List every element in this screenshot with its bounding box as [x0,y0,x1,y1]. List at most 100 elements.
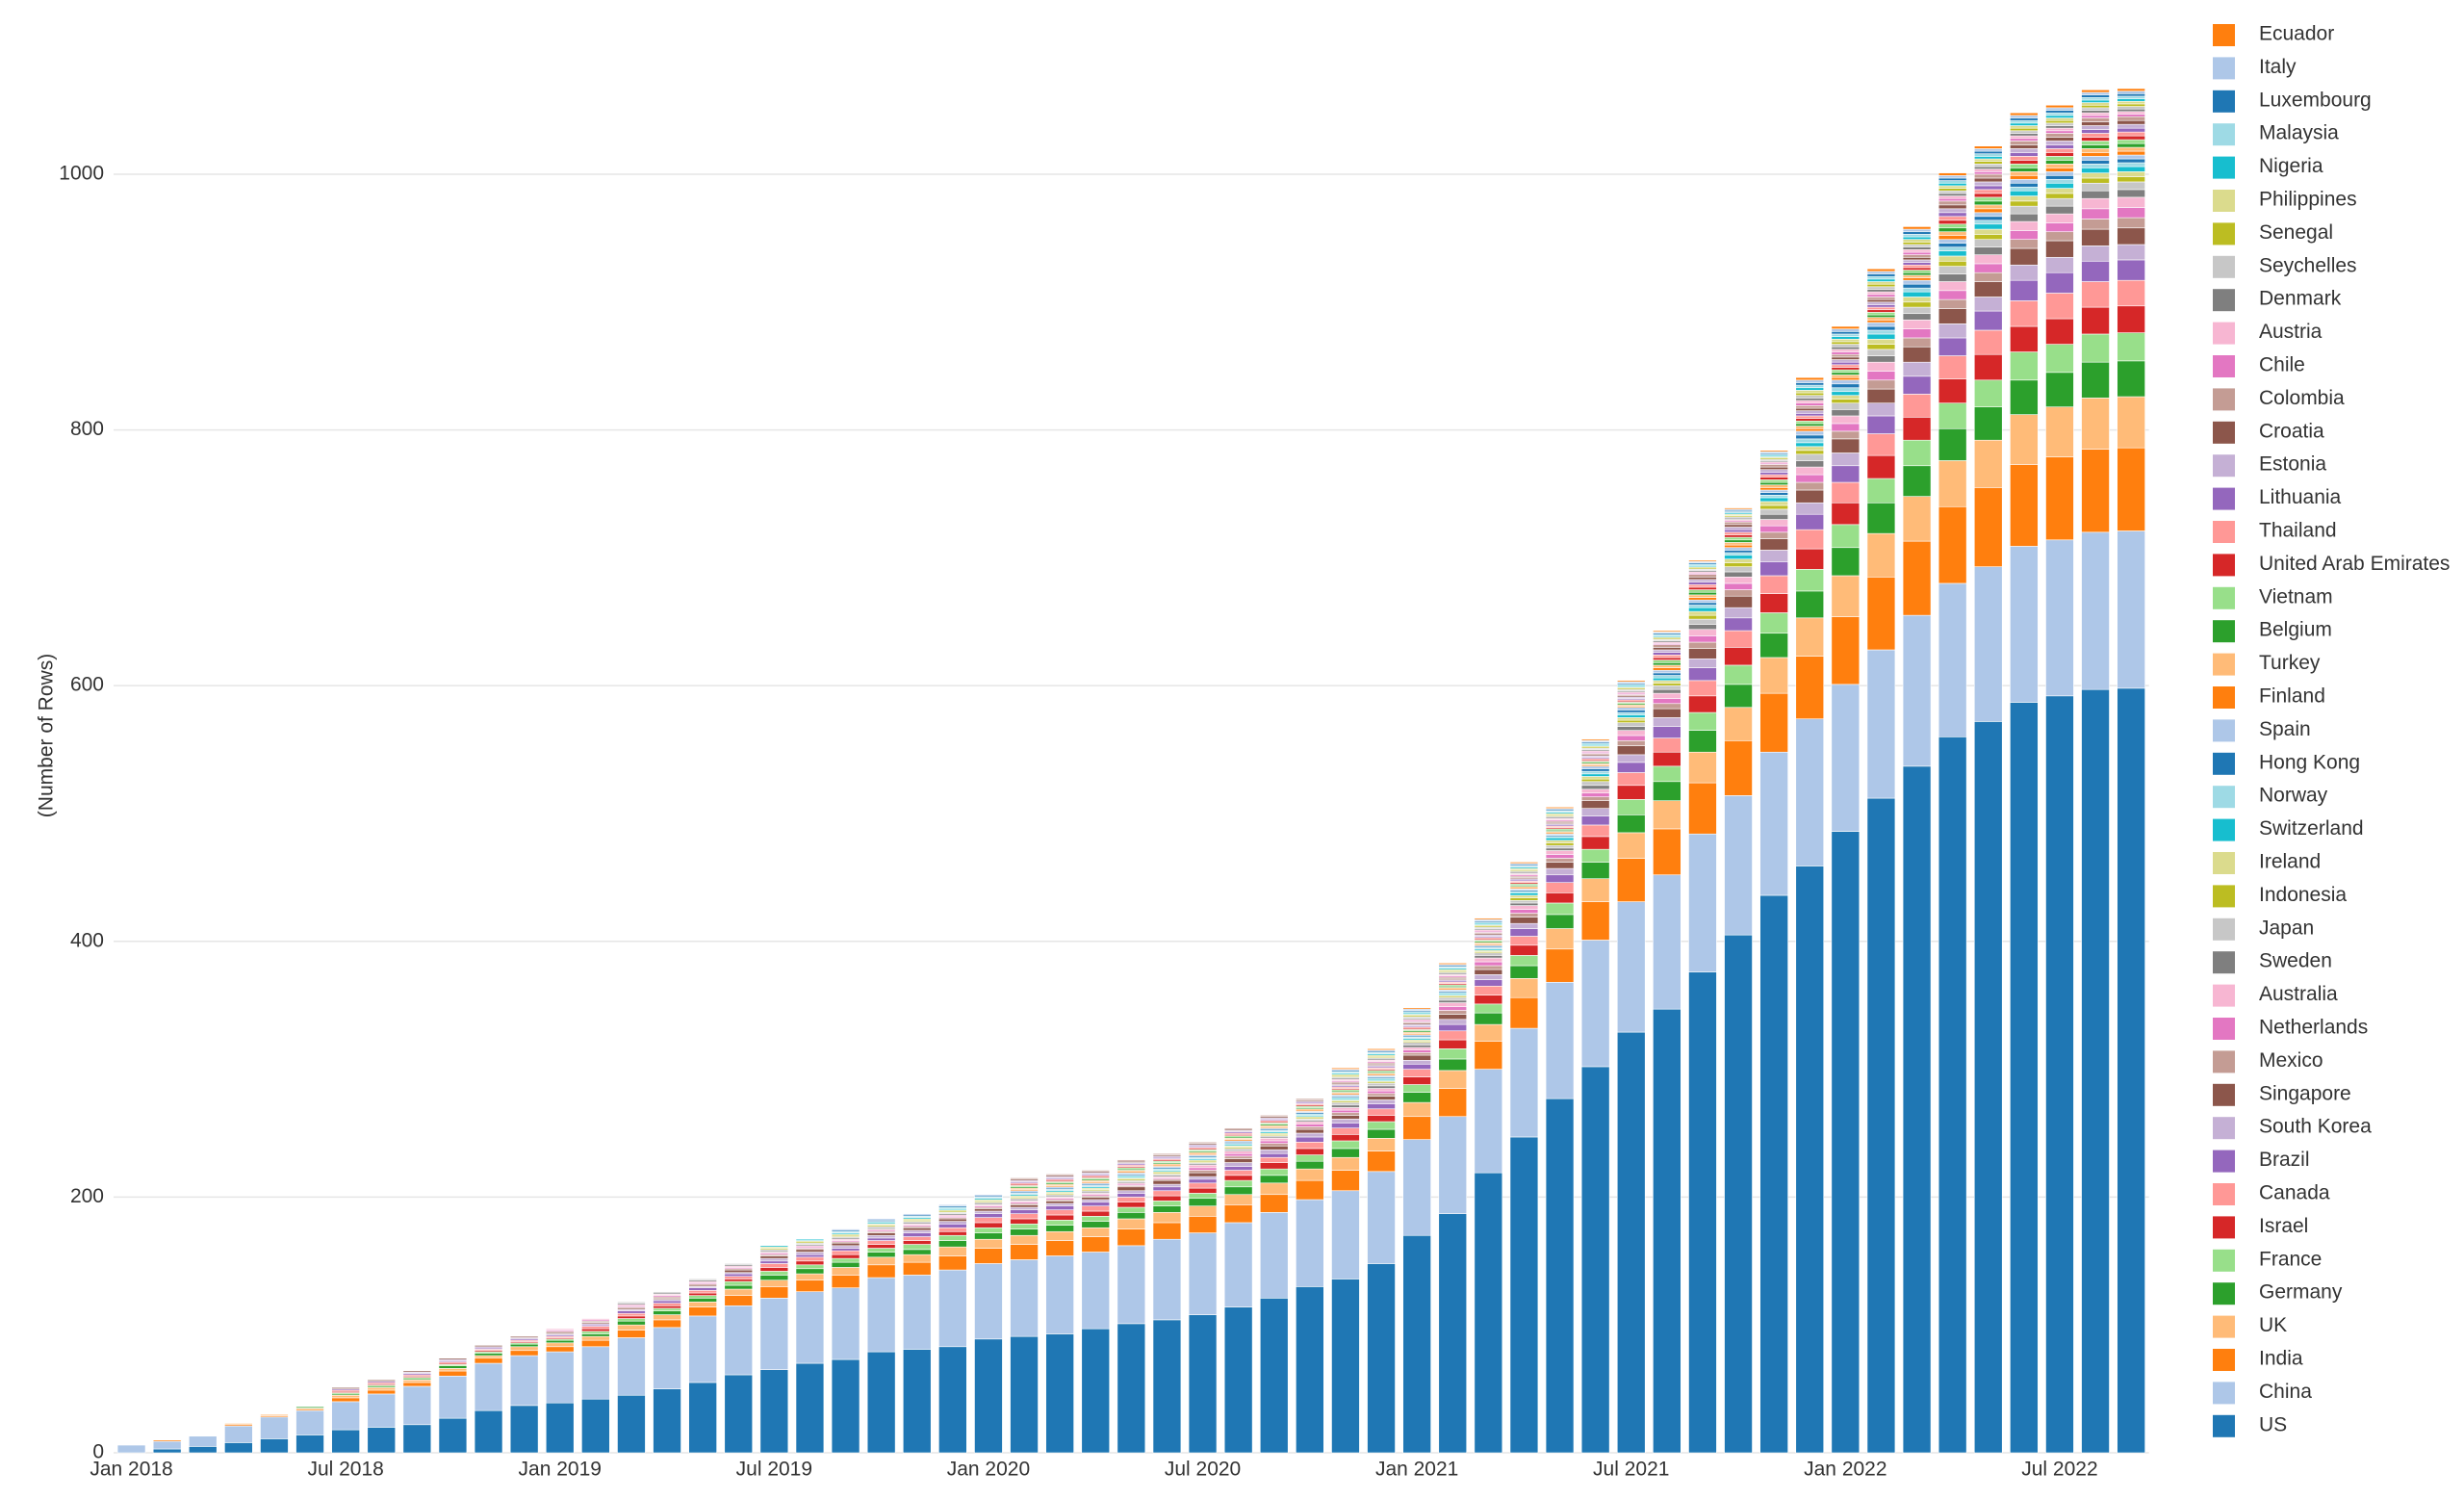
bar-segment [902,1213,932,1216]
legend-label: Hong Kong [2259,751,2360,773]
bar-segment [1902,244,1932,247]
legend-label: Switzerland [2259,817,2364,840]
bar-segment [1759,692,1788,753]
bar-segment [2045,104,2074,109]
bar-segment [1152,1183,1182,1188]
bar-segment [759,1298,789,1370]
bar-segment [1296,1128,1324,1134]
bar-segment [474,1345,503,1348]
bar-segment [1296,1136,1324,1143]
bar-segment [1509,965,1539,979]
bar-segment [1724,558,1753,563]
bar-segment [438,1365,468,1369]
bar-segment [2081,246,2110,262]
bar-segment [1724,595,1753,608]
bar-segment [1902,246,1932,250]
bar-segment [2010,135,2039,140]
bar-segment [1402,1042,1431,1046]
legend-swatch [2213,1282,2235,1305]
bar-segment [1580,836,1610,850]
bar-segment [831,1261,860,1268]
bar-segment [1296,1160,1324,1170]
bar-segment [1509,909,1539,914]
legend-swatch [2213,255,2235,278]
bar-segment [1724,552,1753,556]
bar-segment [1866,576,1896,651]
bar-segment [1331,1067,1360,1070]
bar-segment [724,1284,754,1290]
bar-segment [2045,156,2074,161]
bar-segment [1116,1193,1146,1198]
bar-segment [1367,1128,1396,1139]
bar-segment [1509,894,1539,898]
bar-segment [1331,1112,1360,1116]
legend-label: Ecuador [2259,23,2334,45]
bar-segment [1724,571,1753,578]
bar-segment [1616,714,1646,718]
bar-segment [545,1342,575,1348]
legend-swatch [2213,1382,2235,1405]
bar-segment [1545,847,1575,851]
bar-segment [1902,496,1932,542]
bar-segment [2117,196,2145,208]
bar-segment [1938,246,1967,251]
bar-segment [1545,874,1575,883]
bar-segment [2081,219,2110,230]
bar-segment [1331,1123,1360,1128]
x-tick-label: Jul 2019 [736,1459,812,1481]
bar-segment [795,1256,825,1262]
legend-swatch [2213,289,2235,312]
bar-segment [831,1228,860,1231]
bar-segment [1973,220,2003,225]
bar-segment [2010,264,2039,281]
bar-segment [1616,754,1646,763]
bar-segment [1367,1082,1396,1087]
bar-segment [1010,1223,1039,1229]
legend-swatch [2213,1117,2235,1140]
bar-segment [509,1335,539,1338]
bar-segment [1938,402,1967,429]
bar-segment [1616,735,1646,741]
bar-segment [2081,208,2110,220]
bar-segment [1866,291,1896,296]
bar-segment [1724,550,1753,554]
bar-segment [1938,505,1967,584]
bar-segment [1831,336,1861,340]
bar-segment [1509,922,1539,929]
bar-segment [1653,677,1681,682]
bar-segment [902,1236,932,1241]
bar-segment [724,1288,754,1296]
bar-segment [1509,936,1539,946]
bar-segment [2045,110,2074,114]
bar-segment [1973,271,2003,282]
bar-segment [1831,465,1861,483]
bar-segment [1831,547,1861,577]
bar-segment [1688,576,1717,581]
bar-segment [509,1355,539,1407]
bar-segment [2081,164,2110,168]
bar-segment [1509,955,1539,967]
bar-segment [1081,1216,1111,1222]
bar-segment [1223,1204,1253,1224]
bar-segment [938,1255,967,1271]
bar-segment [1509,899,1539,904]
bar-segment [1902,277,1932,281]
bar-segment [2010,171,2039,176]
legend-swatch [2213,1249,2235,1272]
bar-segment [509,1346,539,1352]
bar-segment [1188,1205,1218,1217]
bar-segment [2117,127,2145,133]
legend-label: Chile [2259,354,2305,376]
bar-segment [1653,703,1681,710]
bar-segment [1724,521,1753,526]
bar-segment [1724,566,1753,573]
bar-segment [1367,1048,1396,1050]
legend-swatch [2213,984,2235,1007]
bar-segment [1545,892,1575,904]
bar-segment [2117,360,2145,398]
bar-segment [938,1218,967,1222]
legend-swatch [2213,355,2235,377]
bar-segment [2010,195,2039,202]
bar-segment [2081,104,2110,109]
bar-segment [1724,795,1753,936]
